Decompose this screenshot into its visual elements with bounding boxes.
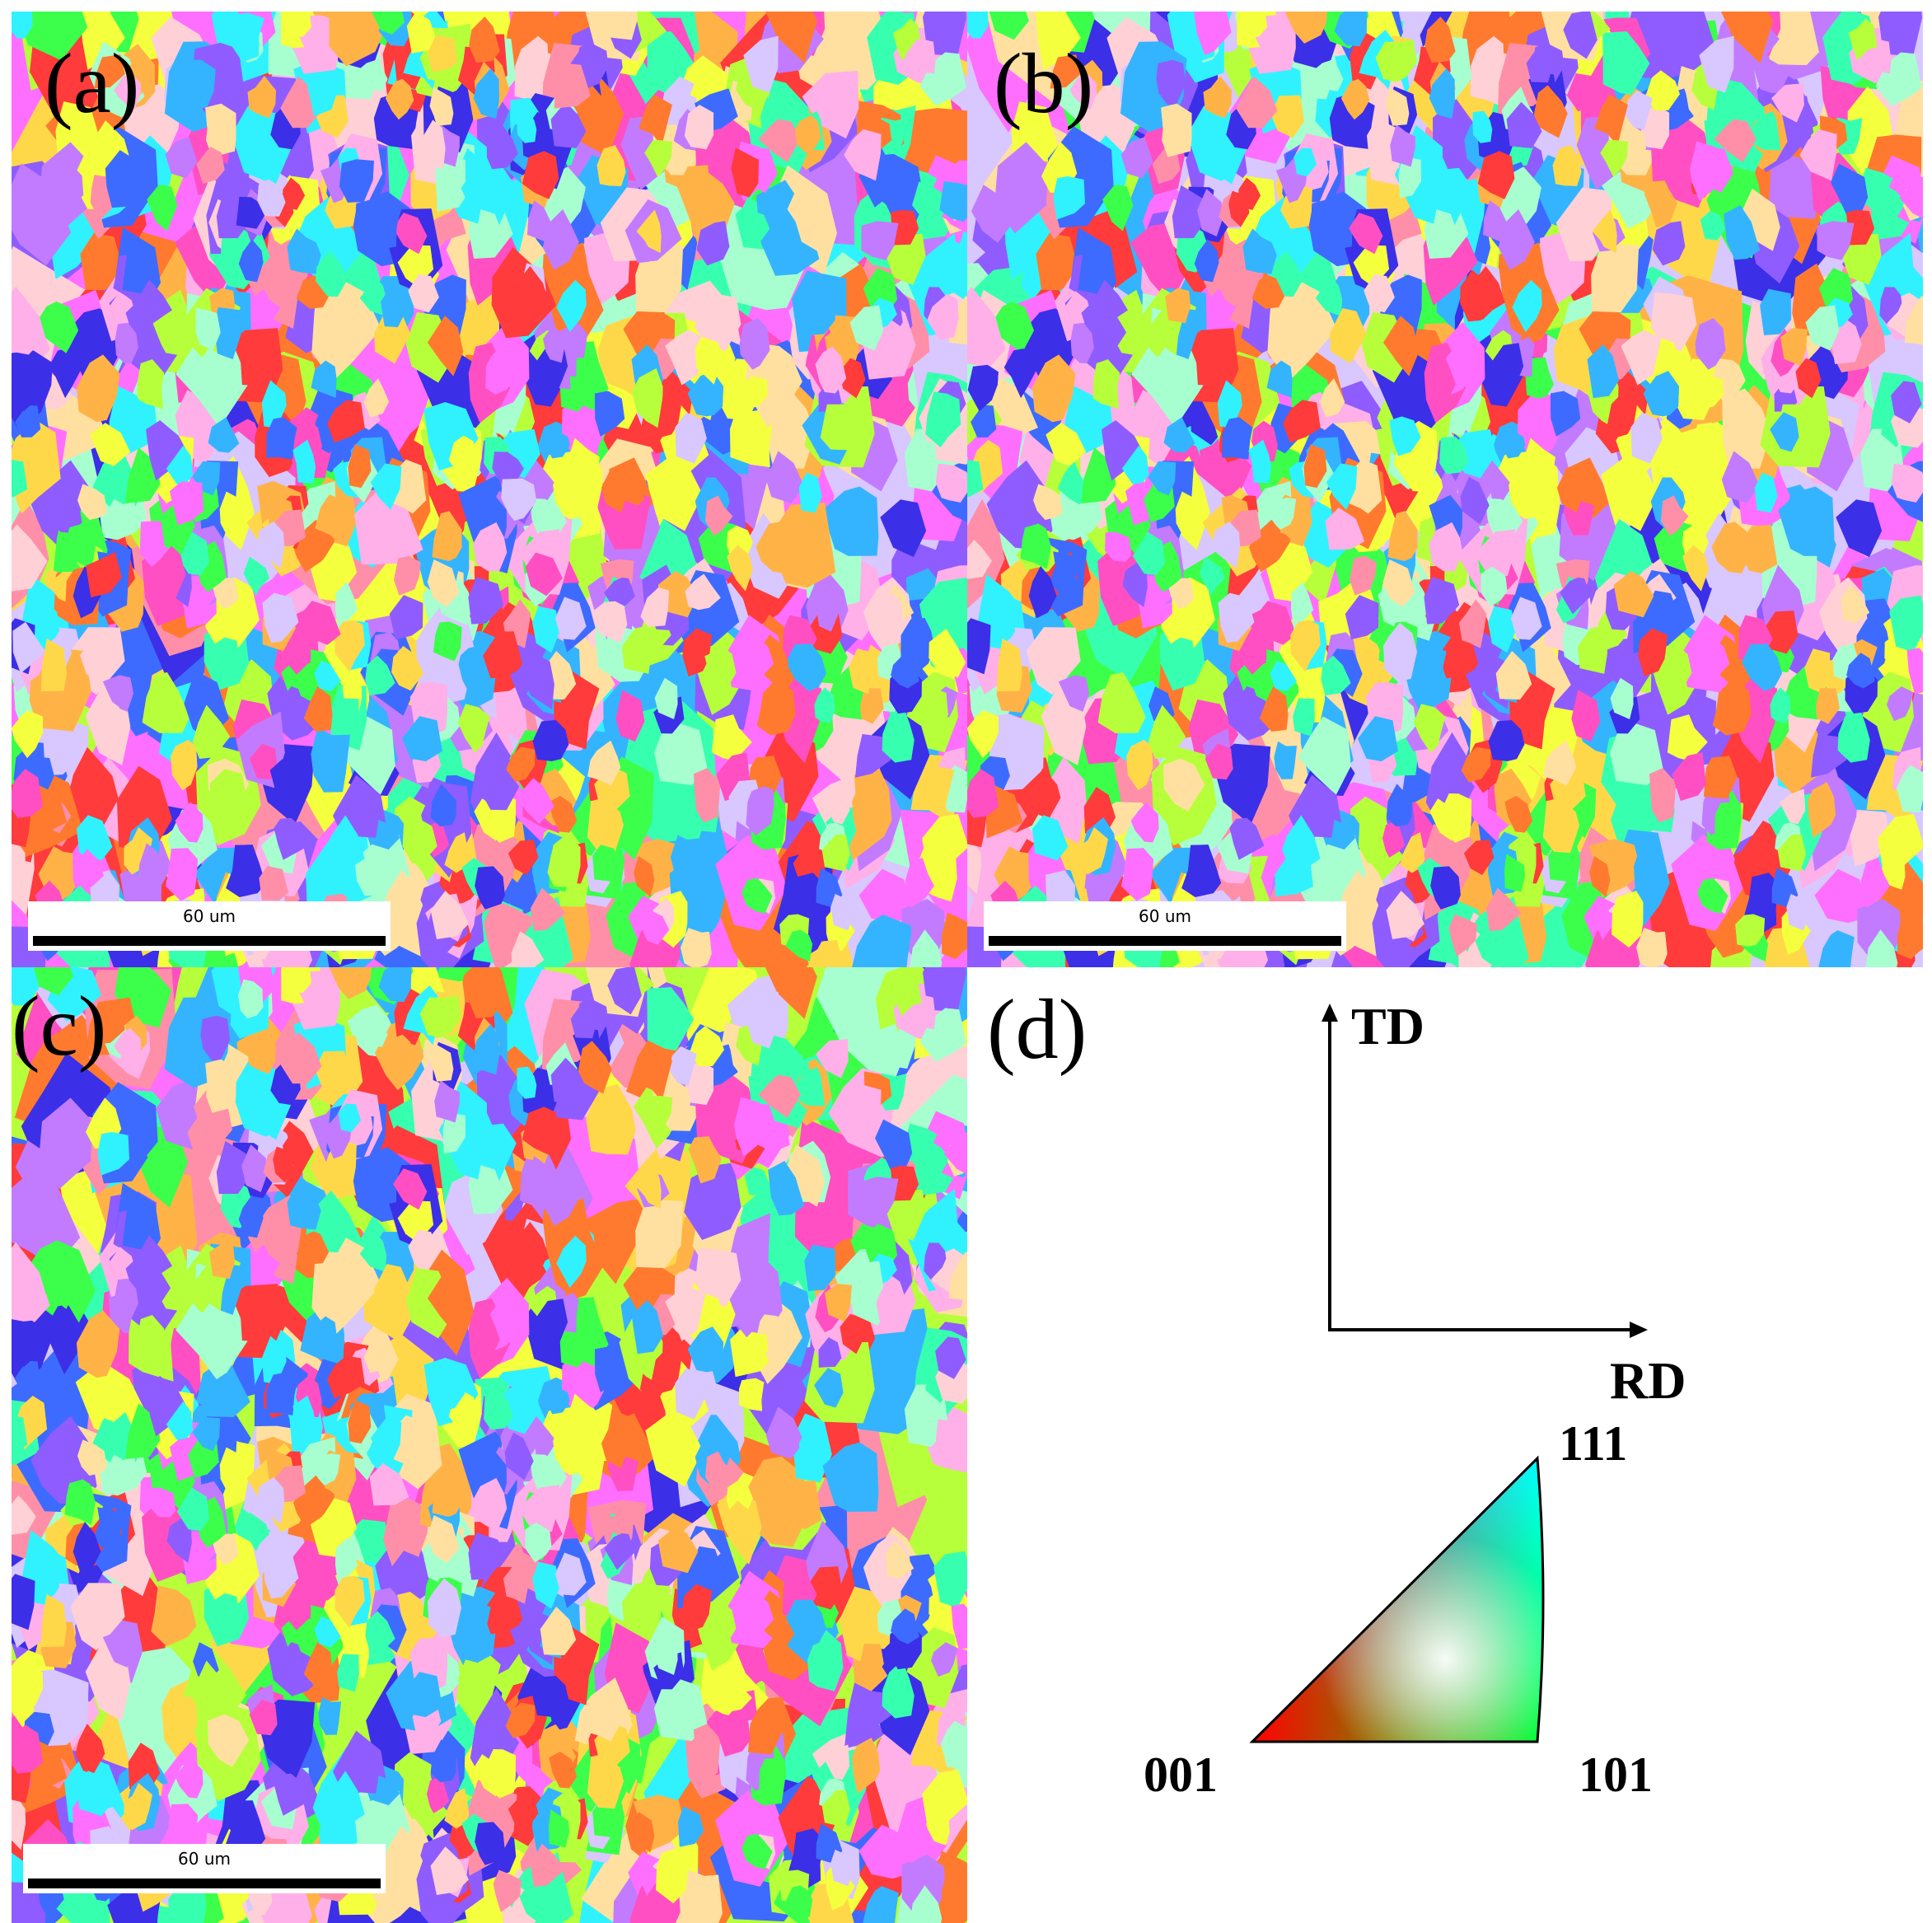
scale-bar-line-b (989, 936, 1341, 946)
scale-bar-line-a (33, 936, 386, 946)
ebsd-map-a: (a) 60 um (12, 12, 967, 967)
grain-orientation-map-c (12, 967, 967, 1923)
scale-bar-b: 60 um (984, 901, 1346, 951)
ebsd-map-c: (c) 60 um (12, 967, 967, 1923)
ebsd-map-b: (b) 60 um (967, 12, 1923, 967)
ipf-triangle-outline (1249, 1455, 1545, 1743)
ipf-color-triangle (1249, 1455, 1545, 1743)
legend-label-111: 111 (1559, 1416, 1628, 1471)
grain-orientation-map-a (12, 12, 967, 967)
scale-bar-line-c (28, 1879, 381, 1888)
td-arrow-head (1322, 1004, 1338, 1022)
rd-arrow-head (1630, 1322, 1648, 1338)
scale-bar-text-c: 60 um (178, 1849, 231, 1869)
legend-label-101: 101 (1579, 1748, 1653, 1802)
legend-panel-d: (d) TD RD (967, 967, 1923, 1923)
panel-label-d: (d) (987, 982, 1088, 1077)
td-label: TD (1351, 997, 1424, 1055)
grain-orientation-map-b (967, 12, 1923, 967)
panel-label-c: (c) (12, 979, 107, 1074)
scale-bar-text-b: 60 um (1139, 906, 1191, 926)
rd-label: RD (1610, 1351, 1686, 1410)
panel-label-a: (a) (44, 36, 140, 131)
scale-bar-c: 60 um (23, 1844, 386, 1893)
scale-bar-a: 60 um (28, 901, 391, 951)
scale-bar-text-a: 60 um (183, 906, 236, 926)
legend-label-001: 001 (1144, 1748, 1218, 1802)
sample-axes (1322, 1004, 1648, 1338)
panel-label-b: (b) (994, 36, 1094, 131)
